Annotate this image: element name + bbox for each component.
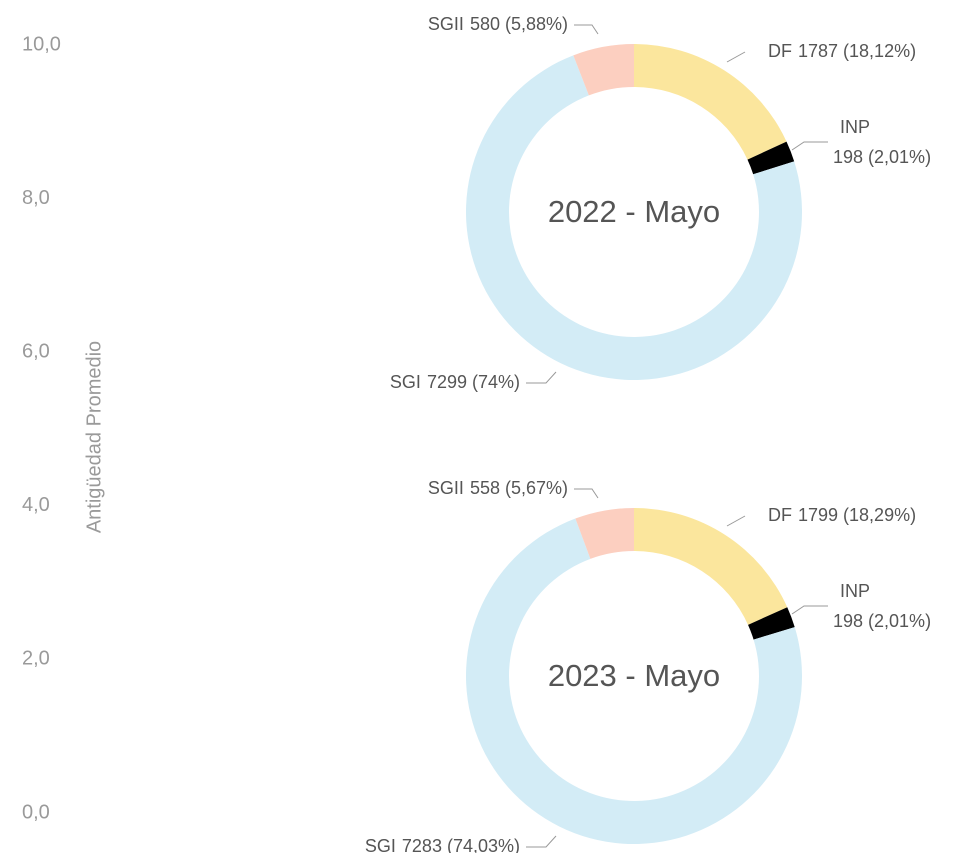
y-tick-label: 4,0	[22, 494, 50, 516]
donut-slice	[634, 44, 787, 160]
slice-name: SGII	[428, 478, 464, 498]
y-tick-label: 6,0	[22, 340, 50, 362]
slice-value-label: 558 (5,67%)	[470, 478, 568, 498]
y-tick-label: 8,0	[22, 187, 50, 209]
slice-name: DF	[768, 41, 792, 61]
leader-line	[791, 141, 828, 151]
donut-slice	[747, 141, 795, 175]
leader-line	[726, 51, 746, 63]
slice-value-label: 580 (5,88%)	[470, 14, 568, 34]
slice-value-label: 1787 (18,12%)	[798, 41, 916, 61]
slice-label: DF 1787 (18,12%)	[768, 41, 916, 61]
slice-value-label: 1799 (18,29%)	[798, 505, 916, 525]
donut-title: 2022 - Mayo	[548, 194, 720, 229]
y-tick-label: 0,0	[22, 801, 50, 823]
y-tick-label: 2,0	[22, 648, 50, 670]
slice-label: INP 198 (2,01%)	[833, 117, 931, 167]
leader-line	[574, 488, 599, 499]
slice-label: SGI 7299 (74%)	[390, 372, 520, 392]
leader-line	[726, 515, 746, 527]
leader-line	[526, 835, 557, 848]
slice-name: SGI	[365, 836, 396, 853]
slice-value-label: 7299 (74%)	[427, 372, 520, 392]
leader-line	[574, 24, 599, 35]
donut-slice	[748, 607, 795, 640]
slice-name: INP	[840, 117, 870, 137]
slice-value-label: 198 (2,01%)	[833, 611, 931, 631]
slice-label: SGII 580 (5,88%)	[428, 14, 568, 34]
donut-title: 2023 - Mayo	[548, 658, 720, 693]
slice-name: INP	[840, 581, 870, 601]
donut-slice	[573, 44, 634, 96]
leader-line	[526, 371, 557, 384]
slice-name: SGII	[428, 14, 464, 34]
slice-label: SGII 558 (5,67%)	[428, 478, 568, 498]
y-tick-label: 10,0	[22, 33, 61, 55]
slice-label: DF 1799 (18,29%)	[768, 505, 916, 525]
leader-line	[791, 605, 828, 615]
slice-name: DF	[768, 505, 792, 525]
slice-name: SGI	[390, 372, 421, 392]
slice-value-label: 7283 (74,03%)	[402, 836, 520, 853]
y-axis-label: Antigüedad Promedio	[83, 341, 105, 533]
donut-slice	[575, 508, 634, 559]
slice-label: INP 198 (2,01%)	[833, 581, 931, 631]
slice-label: SGI 7283 (74,03%)	[365, 836, 520, 853]
donut-slice	[634, 508, 788, 625]
slice-value-label: 198 (2,01%)	[833, 147, 931, 167]
